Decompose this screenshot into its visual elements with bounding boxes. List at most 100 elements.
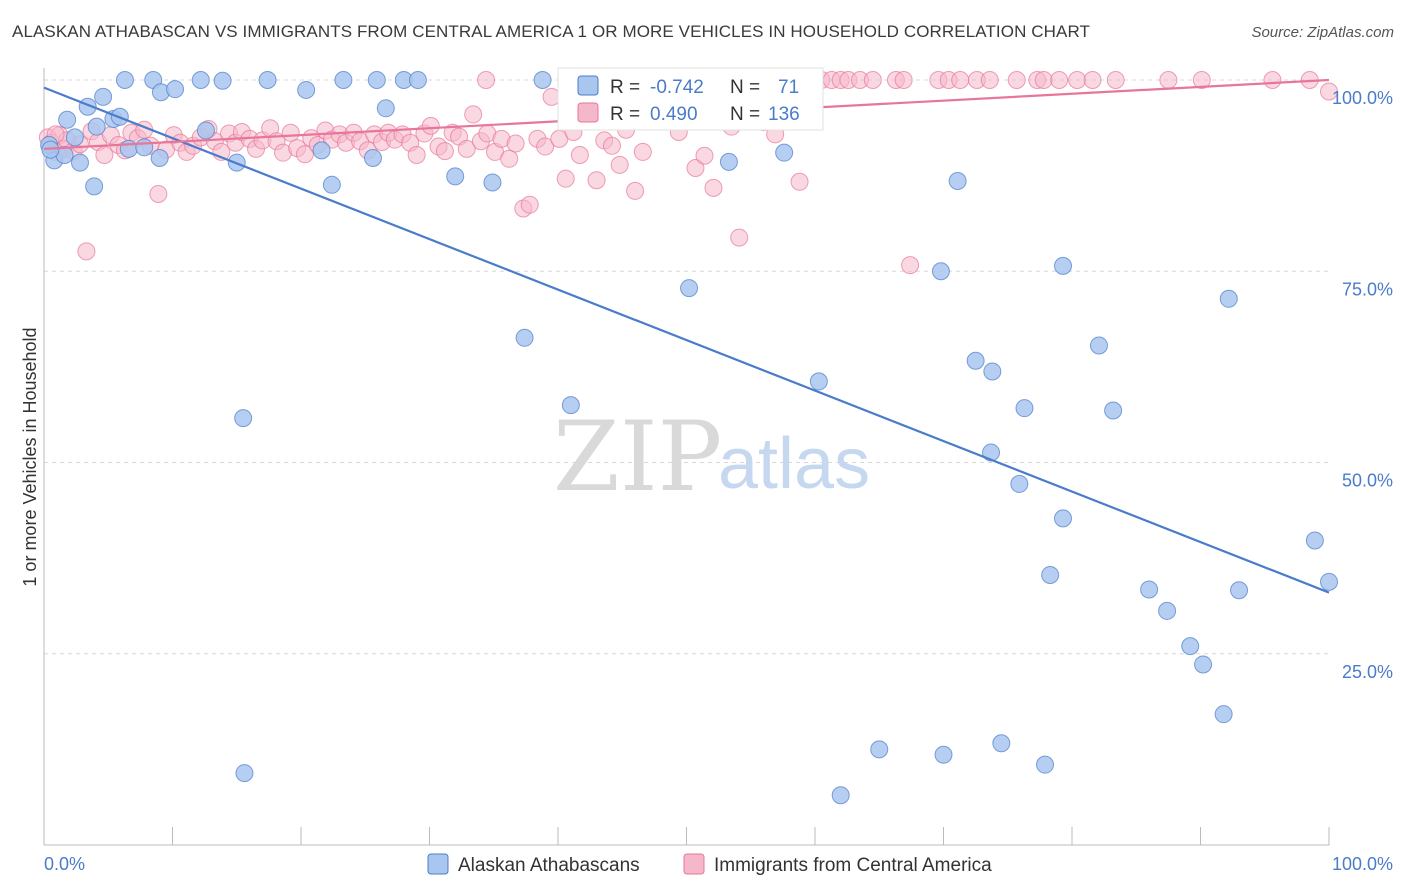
immigrant-point <box>1192 71 1211 89</box>
chart-title: ALASKAN ATHABASCAN VS IMMIGRANTS FROM CE… <box>12 22 1091 41</box>
athabascan-point <box>312 141 331 160</box>
athabascan-point <box>322 175 341 194</box>
immigrant-point <box>295 145 314 164</box>
athabascan-point <box>809 372 828 391</box>
immigrant-point <box>421 116 440 135</box>
athabascan-point <box>1041 565 1060 584</box>
immigrant-point <box>95 145 114 164</box>
athabascan-point <box>1054 256 1073 275</box>
immigrant-point <box>149 184 168 203</box>
watermark-zip: ZIP <box>553 401 722 513</box>
immigrant-point <box>464 105 483 124</box>
athabascan-point <box>235 764 254 783</box>
athabascan-point <box>1305 531 1324 550</box>
athabascan-point <box>115 71 134 89</box>
y-axis-label: 1 or more Vehicles in Household <box>20 327 40 586</box>
athabascan-point <box>1181 637 1200 656</box>
athabascan-point <box>58 110 77 129</box>
athabascan-point <box>363 149 382 168</box>
immigrant-point <box>77 242 96 261</box>
athabascan-point <box>515 328 534 347</box>
athabascan-point <box>196 121 215 140</box>
r-value-1: -0.742 <box>650 77 704 98</box>
athabascan-point <box>87 117 106 136</box>
immigrant-point <box>506 134 525 153</box>
athabascan-point <box>1140 580 1159 599</box>
athabascan-point <box>258 71 277 89</box>
immigrant-point <box>520 195 539 214</box>
immigrant-point <box>626 181 645 200</box>
axes <box>43 68 1330 846</box>
x-tick-label-0: 0.0% <box>44 854 85 874</box>
athabascan-point <box>1015 399 1034 418</box>
r-label-1: R = <box>610 77 640 98</box>
athabascan-point <box>213 71 232 90</box>
athabascan-point <box>191 71 210 89</box>
athabascan-point <box>1194 655 1213 674</box>
y-tick-label: 50.0% <box>1342 471 1393 491</box>
legend-label-immigrants: Immigrants from Central America <box>714 855 992 876</box>
immigrant-point <box>536 137 555 156</box>
immigrant-point <box>863 71 882 89</box>
y-tick-labels: 100.0% 75.0% 50.0% 25.0% <box>1332 88 1393 682</box>
athabascan-point <box>408 71 427 89</box>
athabascan-point <box>297 80 316 99</box>
athabascan-point <box>831 786 850 805</box>
athabascan-point <box>334 71 353 89</box>
athabascan-point <box>85 177 104 196</box>
series-immigrants-points <box>38 71 1338 275</box>
athabascan-point <box>983 362 1002 381</box>
athabascan-point <box>1036 755 1055 774</box>
immigrant-point <box>556 169 575 188</box>
immigrant-point <box>695 146 714 165</box>
immigrant-point <box>1159 71 1178 89</box>
immigrant-point <box>704 178 723 197</box>
immigrant-point <box>730 228 749 247</box>
legend-label-athabascan: Alaskan Athabascans <box>458 855 640 876</box>
immigrant-point <box>587 171 606 190</box>
bottom-legend: Alaskan Athabascans Immigrants from Cent… <box>427 853 992 876</box>
athabascan-point <box>1089 336 1108 355</box>
athabascan-point <box>166 80 185 99</box>
immigrant-point <box>570 145 589 164</box>
immigrant-point <box>435 142 454 161</box>
immigrant-point <box>602 136 621 155</box>
athabascan-point <box>1219 289 1238 308</box>
y-tick-label: 100.0% <box>1332 88 1393 108</box>
athabascan-point <box>135 138 154 157</box>
legend-swatch-immigrants <box>683 853 705 875</box>
athabascan-point <box>483 173 502 192</box>
athabascan-point <box>150 149 169 168</box>
stats-legend: R = -0.742 N = 71 R = 0.490 N = 136 <box>557 67 824 131</box>
athabascan-point <box>94 87 113 106</box>
n-value-1: 71 <box>778 77 799 98</box>
athabascan-point <box>948 171 967 190</box>
athabascan-point <box>992 734 1011 753</box>
athabascan-point <box>533 71 552 89</box>
athabascan-point <box>65 128 84 147</box>
immigrant-point <box>610 155 629 174</box>
athabascan-point <box>966 351 985 370</box>
immigrant-point <box>1068 71 1087 89</box>
athabascan-point <box>680 279 699 298</box>
watermark: ZIP atlas <box>553 401 870 513</box>
immigrant-point <box>894 71 913 89</box>
athabascan-point <box>719 152 738 171</box>
y-tick-label: 75.0% <box>1342 279 1393 299</box>
immigrant-point <box>1263 71 1282 89</box>
athabascan-point <box>934 745 953 764</box>
athabascan-point <box>1054 509 1073 528</box>
immigrant-point <box>281 123 300 142</box>
immigrant-point <box>1083 71 1102 89</box>
r-label-2: R = <box>610 104 640 125</box>
immigrant-point <box>407 145 426 164</box>
immigrant-point <box>1050 71 1069 89</box>
immigrant-point <box>633 142 652 161</box>
athabascan-point <box>1104 401 1123 420</box>
immigrant-point <box>686 158 705 177</box>
athabascan-point <box>1230 581 1249 600</box>
athabascan-point <box>446 167 465 186</box>
athabascan-point <box>41 140 60 159</box>
immigrant-point <box>1007 71 1026 89</box>
